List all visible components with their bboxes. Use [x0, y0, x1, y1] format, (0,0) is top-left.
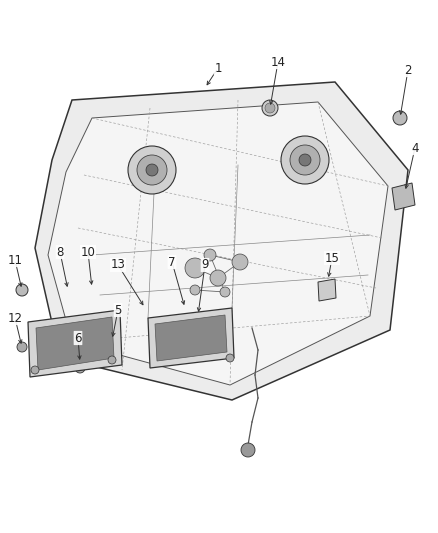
Circle shape: [290, 145, 320, 175]
Circle shape: [265, 103, 275, 113]
Text: 6: 6: [74, 332, 82, 344]
Text: 15: 15: [325, 252, 339, 264]
Circle shape: [204, 249, 216, 261]
Circle shape: [241, 443, 255, 457]
Polygon shape: [28, 310, 122, 377]
Text: 12: 12: [7, 311, 22, 325]
Polygon shape: [36, 317, 114, 370]
Circle shape: [232, 254, 248, 270]
Text: 11: 11: [7, 254, 22, 266]
Circle shape: [16, 284, 28, 296]
Text: 5: 5: [114, 303, 122, 317]
Polygon shape: [148, 308, 234, 368]
Circle shape: [220, 287, 230, 297]
Text: 9: 9: [201, 259, 209, 271]
Circle shape: [393, 111, 407, 125]
Text: 14: 14: [271, 55, 286, 69]
Text: 13: 13: [110, 259, 125, 271]
Text: 2: 2: [404, 63, 412, 77]
Polygon shape: [392, 183, 415, 210]
Polygon shape: [318, 279, 336, 301]
Circle shape: [128, 146, 176, 194]
Circle shape: [226, 354, 234, 362]
Circle shape: [146, 164, 158, 176]
Circle shape: [17, 342, 27, 352]
Text: 7: 7: [168, 255, 176, 269]
Circle shape: [299, 154, 311, 166]
Circle shape: [185, 258, 205, 278]
Text: 8: 8: [57, 246, 64, 259]
Circle shape: [190, 285, 200, 295]
Text: 10: 10: [81, 246, 95, 259]
Text: 1: 1: [214, 61, 222, 75]
Circle shape: [108, 356, 116, 364]
Polygon shape: [155, 315, 227, 361]
Circle shape: [137, 155, 167, 185]
Circle shape: [281, 136, 329, 184]
Circle shape: [262, 100, 278, 116]
Circle shape: [75, 363, 85, 373]
Text: 4: 4: [411, 141, 419, 155]
Polygon shape: [35, 82, 408, 400]
Polygon shape: [48, 102, 388, 385]
Circle shape: [210, 270, 226, 286]
Circle shape: [31, 366, 39, 374]
